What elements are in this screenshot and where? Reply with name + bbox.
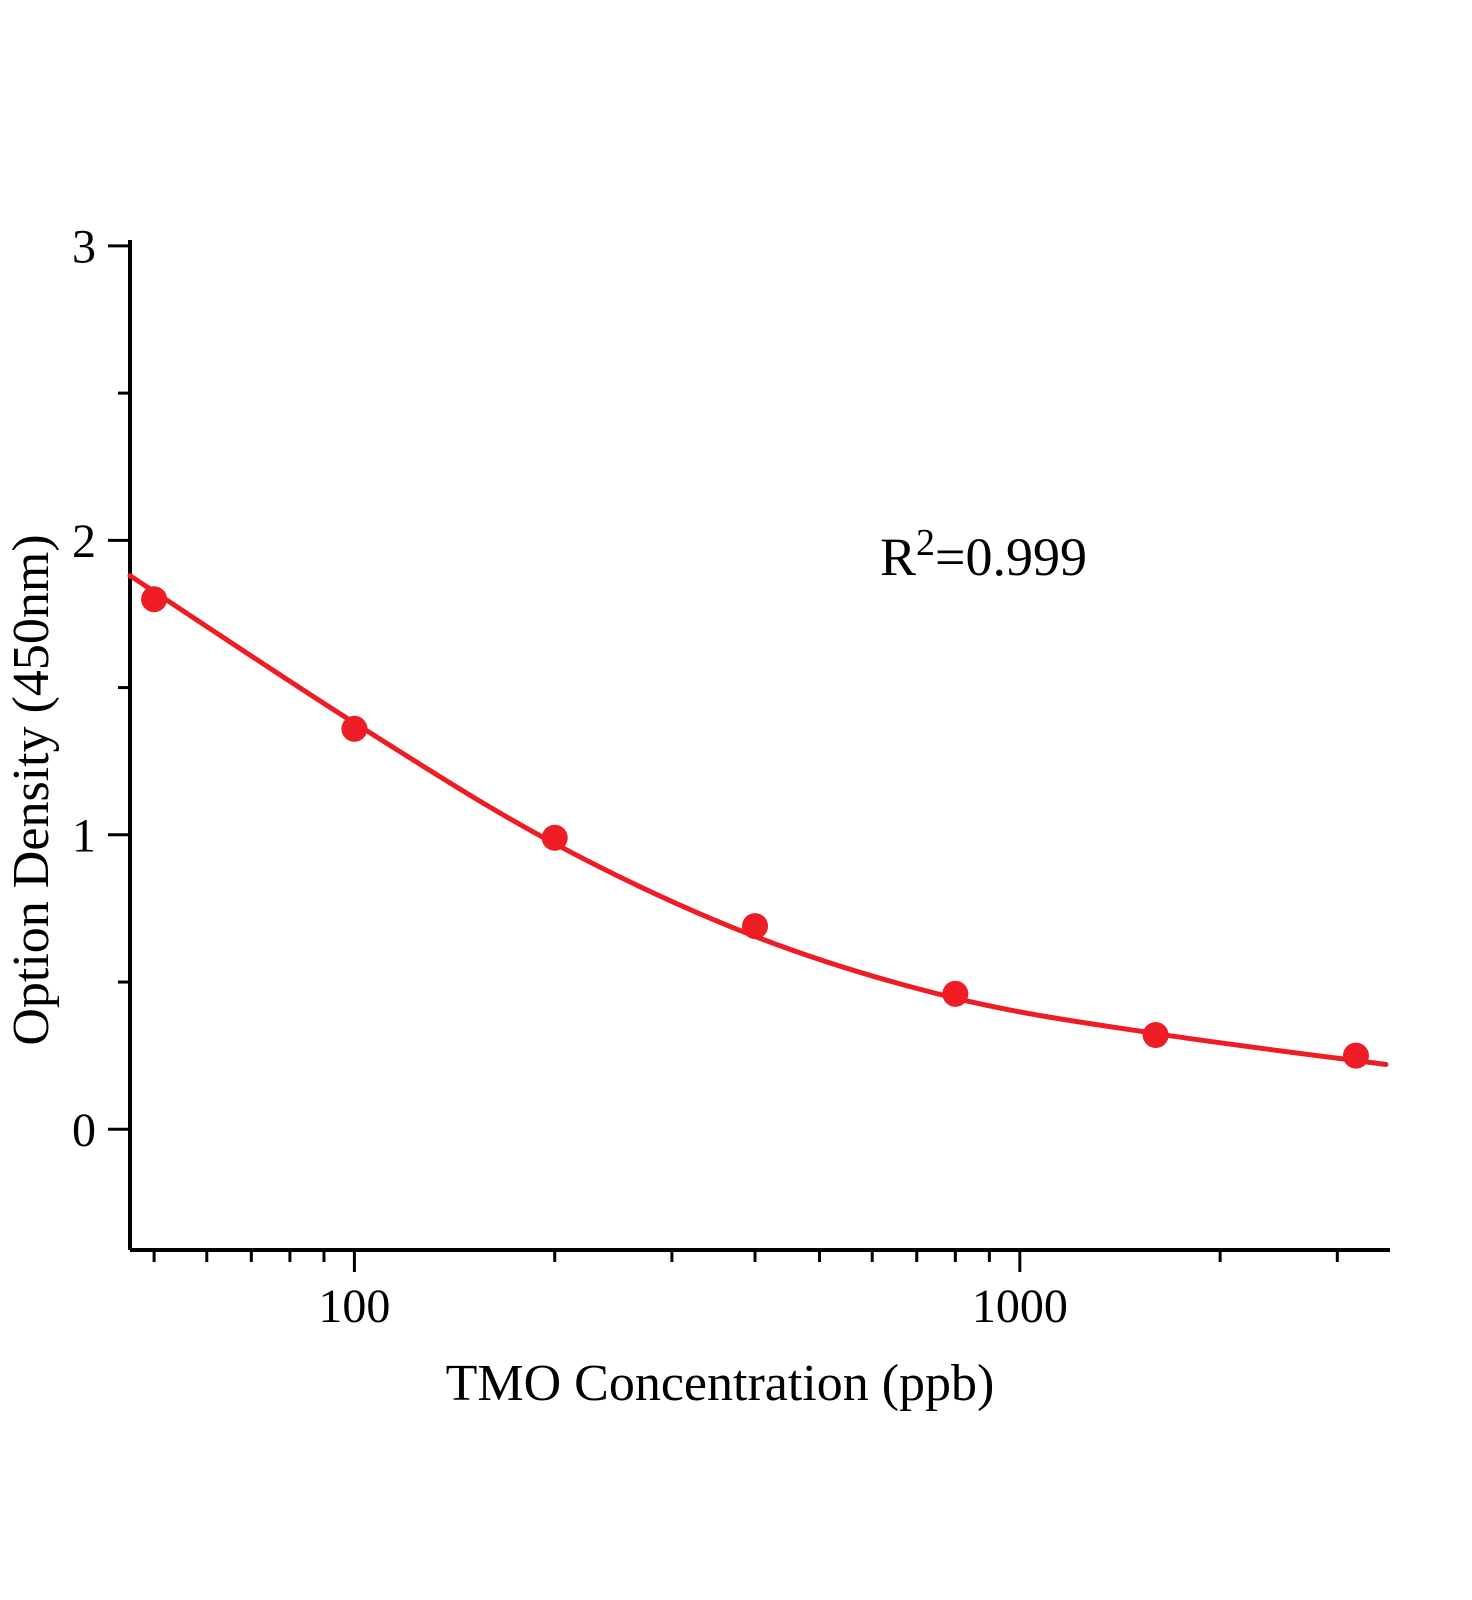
x-tick-label: 1000 (972, 1280, 1068, 1333)
y-tick-label: 3 (72, 221, 96, 274)
data-point (1342, 1042, 1369, 1069)
x-tick-label: 100 (318, 1280, 390, 1333)
data-point (141, 586, 168, 613)
r-squared-annotation: R2=0.999 (880, 522, 1087, 587)
data-point (341, 715, 368, 742)
y-tick-label: 2 (72, 515, 96, 568)
data-point (541, 824, 568, 851)
data-point (1142, 1022, 1169, 1049)
y-tick-label: 1 (72, 810, 96, 863)
data-point (942, 980, 969, 1007)
fit-line (127, 573, 1389, 1067)
y-tick-label: 0 (72, 1104, 96, 1157)
data-point (742, 913, 769, 940)
x-axis-title: TMO Concentration (ppb) (446, 1355, 995, 1412)
y-axis-title: Option Density (450nm) (3, 534, 60, 1045)
